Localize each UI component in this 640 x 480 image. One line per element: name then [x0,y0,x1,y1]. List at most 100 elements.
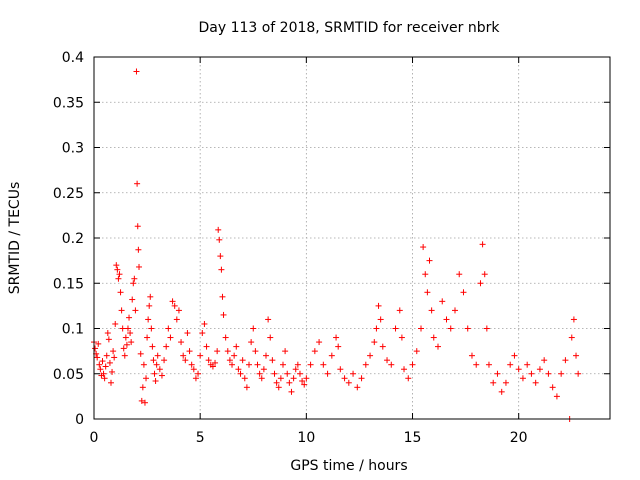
y-tick-label: 0.2 [62,231,84,247]
data-point [218,266,225,273]
data-point [119,325,126,332]
data-point [150,357,157,364]
data-point [100,370,107,377]
data-point [146,302,153,309]
data-point [290,375,297,382]
y-tick-label: 0.15 [53,276,84,292]
data-point [153,361,160,368]
data-point [549,384,556,391]
data-point [267,334,274,341]
data-point [161,357,168,364]
data-point [292,366,299,373]
data-point [231,352,238,359]
data-point [401,366,408,373]
data-point [199,330,206,337]
data-point [140,361,147,368]
data-point [345,379,352,386]
data-point [443,316,450,323]
data-point [519,375,526,382]
data-point [320,361,327,368]
data-point [178,339,185,346]
data-point [145,316,152,323]
data-point [99,358,106,365]
data-points [91,68,582,422]
data-point [483,325,490,332]
data-point [515,366,522,373]
data-point [375,302,382,309]
data-point [430,334,437,341]
data-point [541,357,548,364]
data-point [219,293,226,300]
data-point [243,384,250,391]
data-point [246,361,253,368]
data-point [494,370,501,377]
data-point [447,325,454,332]
data-point [498,388,505,395]
y-tick-label: 0.4 [62,50,84,66]
data-point [328,352,335,359]
y-tick-label: 0.25 [53,186,84,202]
data-point [468,352,475,359]
data-point [235,366,242,373]
data-point [111,354,118,361]
data-point [260,366,267,373]
data-point [413,348,420,355]
data-point [184,330,191,337]
data-point [216,236,223,243]
data-point [233,343,240,350]
data-point [169,298,176,305]
data-point [286,379,293,386]
data-point [97,366,104,373]
data-point [473,361,480,368]
data-point [114,266,121,273]
data-point [464,325,471,332]
data-point [127,330,134,337]
x-tick-label: 15 [404,430,422,446]
x-tick-label: 10 [297,430,315,446]
data-point [186,348,193,355]
data-point [124,325,131,332]
data-point [104,330,111,337]
data-point [435,343,441,350]
data-point [307,361,314,368]
data-point [229,361,236,368]
data-point [277,375,284,382]
data-point [132,307,139,314]
data-point [147,293,154,300]
data-point [222,334,229,341]
data-point [188,361,195,368]
data-point [570,316,577,323]
data-point [217,253,224,260]
data-point [428,307,435,314]
data-point [536,366,543,373]
x-axis-label: GPS time / hours [290,458,407,474]
data-point [388,361,395,368]
data-point [110,348,117,355]
data-point [358,375,365,382]
data-point [120,345,127,352]
data-point [273,379,280,386]
x-tick-label: 0 [90,430,99,446]
data-point [141,399,148,406]
data-point [562,357,569,364]
data-point [252,348,259,355]
data-point [171,302,178,309]
data-point [117,289,124,296]
data-point [269,357,276,364]
data-point [134,223,141,230]
axis-ticks: 0 0.05 0.1 0.15 0.2 0.25 0.3 0.35 0.4 0 5 10 15 20 [53,50,610,446]
data-point [422,271,429,278]
data-point [122,334,129,341]
data-point [101,375,108,382]
data-point [118,307,125,314]
data-point [203,343,210,350]
data-point [265,316,272,323]
data-point [131,275,138,282]
data-point [573,352,580,359]
data-point [301,381,308,388]
data-point [396,307,403,314]
data-point [256,370,263,377]
data-point [105,336,112,343]
plot-frame [93,56,611,420]
